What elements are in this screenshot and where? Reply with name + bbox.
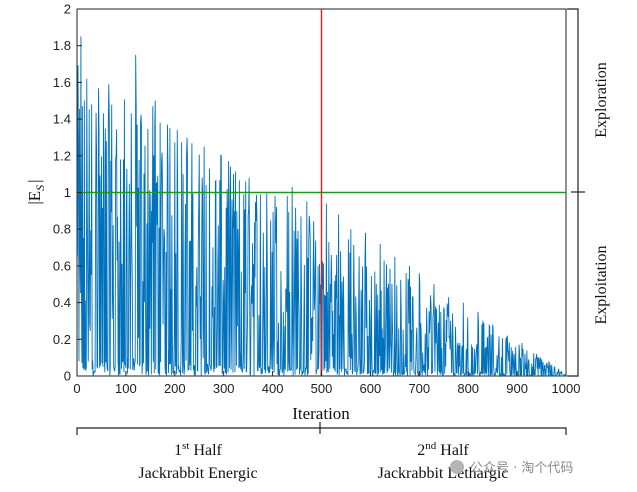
x-tick-label: 1000 [552,381,581,396]
y-tick-label: 0.8 [53,222,71,237]
second-half-sup: nd [425,440,437,452]
first-half-desc: Jackrabbit Energic [138,465,257,482]
watermark-text: 公众号 · 淘个代码 [470,461,573,476]
exploitation-label: Exploitation [593,245,610,324]
wechat-icon [450,460,464,474]
y-tick-label: 2 [64,2,71,17]
right-bracket [567,8,585,377]
y-axis-title-sub: S [33,185,47,191]
y-axis-title-main: |E [25,191,44,205]
y-tick-label: 0.6 [53,258,71,273]
x-tick-label: 200 [164,381,186,396]
y-tick-label: 0.2 [53,332,71,347]
y-axis-title: |ES | [25,179,47,204]
x-axis-title: Iteration [292,404,350,423]
first-half-label: 1st Half [174,440,222,459]
second-half-desc: Jackrabbit Lethargic [378,465,509,482]
x-tick-label: 900 [506,381,528,396]
x-tick-label: 800 [457,381,479,396]
y-tick-label: 1 [64,185,71,200]
x-tick-label: 500 [311,381,333,396]
second-half-word: Half [436,442,469,459]
y-tick-label: 0.4 [53,295,71,310]
y-axis-title-close: | [25,179,44,182]
first-half-num: 1 [174,442,182,459]
y-tick-label: 1.6 [53,75,71,90]
y-tick-label: 1.8 [53,38,71,53]
x-tick-label: 100 [115,381,137,396]
x-tick-label: 0 [73,381,80,396]
x-tick-label: 600 [360,381,382,396]
second-half-num: 2 [417,442,425,459]
x-tick-label: 300 [213,381,235,396]
watermark: 公众号 · 淘个代码 [450,460,573,476]
first-half-sup: st [182,440,189,452]
second-half-label: 2nd Half [417,440,469,459]
bottom-bracket [76,422,567,435]
y-tick-label: 0 [64,369,71,384]
y-axis-ticks: 0 0.2 0.4 0.6 0.8 1 1.2 1.4 1.6 1.8 2 [53,2,82,384]
y-tick-label: 1.2 [53,148,71,163]
x-axis-ticks: 0 100 200 300 400 500 600 700 800 900 1000 [73,371,580,396]
x-tick-label: 700 [408,381,430,396]
first-half-word: Half [189,442,222,459]
y-tick-label: 1.4 [53,112,71,127]
exploration-label: Exploration [593,62,610,138]
x-tick-label: 400 [262,381,284,396]
